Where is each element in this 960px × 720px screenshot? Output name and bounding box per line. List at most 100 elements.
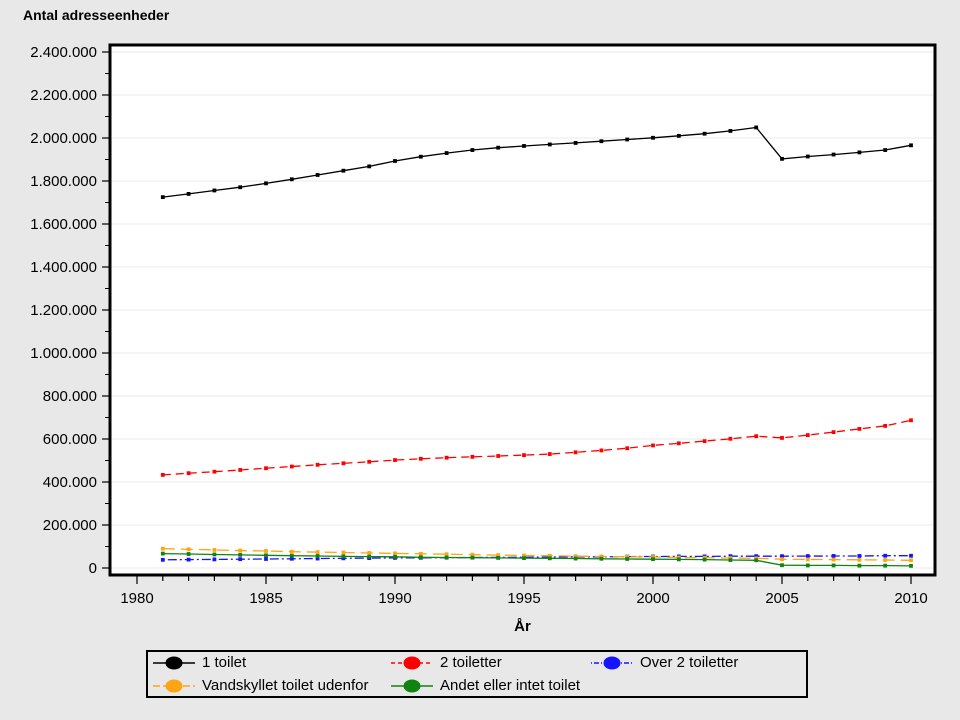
x-axis-label: År bbox=[514, 618, 531, 635]
legend-line-dot-icon bbox=[391, 656, 433, 669]
data-point-marker bbox=[238, 185, 243, 190]
data-point-marker bbox=[367, 459, 372, 464]
data-point-marker bbox=[496, 553, 501, 557]
data-point-marker bbox=[444, 555, 449, 560]
data-point-marker bbox=[238, 552, 243, 557]
legend-label: 2 toiletter bbox=[440, 654, 502, 671]
data-point-marker bbox=[728, 436, 733, 441]
data-point-marker bbox=[341, 461, 346, 466]
data-point-marker bbox=[393, 554, 397, 559]
chart-svg: 0 200.000 400.000 600.000 800.000 1.000.000 1.… bbox=[30, 43, 937, 635]
data-point-marker bbox=[909, 553, 913, 558]
data-point-marker bbox=[805, 154, 810, 159]
legend-line-dot-icon bbox=[391, 679, 433, 692]
data-point-marker bbox=[883, 423, 888, 428]
data-point-marker bbox=[599, 139, 604, 144]
data-point-marker bbox=[651, 557, 655, 562]
x-tick-label: 1995 bbox=[507, 590, 540, 607]
data-point-marker bbox=[522, 553, 526, 558]
data-point-marker bbox=[728, 558, 733, 562]
data-point-marker bbox=[289, 464, 294, 469]
data-point-marker bbox=[186, 557, 191, 562]
data-point-marker bbox=[547, 452, 552, 456]
data-point-marker bbox=[470, 552, 475, 557]
data-point-marker bbox=[883, 563, 888, 568]
series-line-0 bbox=[162, 126, 912, 198]
data-point-marker bbox=[212, 548, 217, 552]
data-point-marker bbox=[418, 456, 423, 461]
data-point-marker bbox=[625, 557, 630, 561]
legend-item-1-toilet: 1 toilet bbox=[152, 651, 390, 674]
data-point-marker bbox=[857, 426, 862, 431]
data-point-marker bbox=[573, 141, 578, 145]
data-point-marker bbox=[702, 555, 707, 560]
y-tick-label: 800.000 bbox=[43, 388, 97, 405]
data-point-marker bbox=[625, 446, 630, 451]
data-point-marker bbox=[883, 148, 888, 152]
data-point-marker bbox=[264, 466, 268, 471]
data-point-marker bbox=[186, 192, 191, 196]
data-point-marker bbox=[470, 148, 475, 152]
data-point-marker bbox=[754, 125, 759, 130]
data-point-marker bbox=[212, 552, 217, 557]
data-point-marker bbox=[418, 154, 423, 159]
data-point-marker bbox=[857, 557, 862, 562]
data-point-marker bbox=[857, 554, 862, 558]
data-point-marker bbox=[264, 549, 268, 553]
x-tick-label: 1990 bbox=[378, 590, 411, 607]
data-point-marker bbox=[367, 554, 372, 559]
data-point-marker bbox=[212, 188, 217, 193]
data-point-marker bbox=[728, 556, 733, 561]
legend-label: 1 toilet bbox=[202, 654, 247, 671]
data-point-marker bbox=[393, 458, 397, 462]
data-point-marker bbox=[496, 145, 501, 150]
data-point-marker bbox=[676, 441, 681, 446]
data-point-marker bbox=[315, 554, 320, 558]
data-point-marker bbox=[315, 462, 320, 467]
data-point-marker bbox=[805, 433, 810, 438]
data-point-marker bbox=[160, 557, 165, 562]
data-point-marker bbox=[831, 152, 836, 157]
data-point-marker bbox=[341, 554, 346, 559]
data-point-marker bbox=[315, 550, 320, 554]
data-point-marker bbox=[909, 563, 913, 568]
y-tick-label: 600.000 bbox=[43, 431, 97, 448]
data-point-marker bbox=[599, 554, 604, 559]
data-point-marker bbox=[547, 553, 552, 558]
data-point-marker bbox=[264, 553, 268, 558]
data-point-marker bbox=[625, 137, 630, 142]
data-point-marker bbox=[470, 454, 475, 459]
data-point-marker bbox=[522, 556, 526, 561]
data-point-marker bbox=[831, 563, 836, 568]
series-line-1 bbox=[162, 419, 912, 476]
data-point-marker bbox=[573, 450, 578, 455]
data-point-marker bbox=[625, 554, 630, 559]
legend-line-dot-icon bbox=[153, 679, 195, 692]
data-point-marker bbox=[780, 554, 784, 559]
legend-item-vandskyllet-toilet-udenfor: Vandskyllet toilet udenfor bbox=[152, 674, 390, 697]
data-point-marker bbox=[212, 557, 217, 562]
data-point-marker bbox=[676, 557, 681, 562]
data-point-marker bbox=[754, 434, 759, 439]
data-point-marker bbox=[393, 159, 397, 163]
data-point-marker bbox=[805, 557, 810, 562]
data-point-marker bbox=[599, 556, 604, 561]
data-point-marker bbox=[754, 558, 759, 563]
legend-line-dot-icon bbox=[153, 656, 195, 669]
data-point-marker bbox=[341, 550, 346, 555]
data-point-marker bbox=[676, 133, 681, 138]
data-point-marker bbox=[289, 553, 294, 558]
data-point-marker bbox=[573, 556, 578, 561]
data-point-marker bbox=[444, 151, 449, 155]
data-point-marker bbox=[341, 556, 346, 561]
data-point-marker bbox=[238, 468, 243, 472]
data-point-marker bbox=[238, 548, 243, 553]
data-point-marker bbox=[341, 168, 346, 173]
data-point-marker bbox=[496, 454, 501, 458]
y-tick-label: 2.400.000 bbox=[30, 44, 97, 61]
data-point-marker bbox=[883, 553, 888, 558]
y-tick-label: 1.800.000 bbox=[30, 173, 97, 190]
data-point-marker bbox=[547, 556, 552, 561]
y-tick-label: 1.200.000 bbox=[30, 302, 97, 319]
